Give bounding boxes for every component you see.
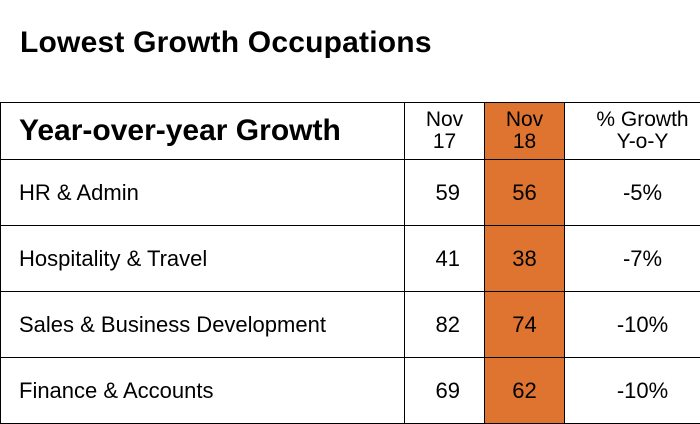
row-growth-value: -7% <box>565 226 700 292</box>
table-header-row: Year-over-year Growth Nov 17 Nov 18 % Gr… <box>1 103 700 160</box>
row-label: Finance & Accounts <box>1 358 405 424</box>
header-growth: % Growth Y-o-Y <box>565 103 700 160</box>
row-nov17-value: 41 <box>405 226 485 292</box>
header-growth-line2: Y-o-Y <box>565 131 700 153</box>
header-nov17-line2: 17 <box>405 131 484 153</box>
header-category: Year-over-year Growth <box>1 103 405 160</box>
header-nov18: Nov 18 <box>485 103 565 160</box>
header-nov18-line1: Nov <box>485 109 564 131</box>
row-nov18-value: 38 <box>485 226 565 292</box>
row-nov17-value: 59 <box>405 160 485 226</box>
row-growth-value: -5% <box>565 160 700 226</box>
page-title: Lowest Growth Occupations <box>20 26 432 60</box>
table-row: Sales & Business Development 82 74 -10% <box>1 292 700 358</box>
table-row: Hospitality & Travel 41 38 -7% <box>1 226 700 292</box>
table-row: HR & Admin 59 56 -5% <box>1 160 700 226</box>
header-nov18-line2: 18 <box>485 131 564 153</box>
row-nov18-value: 62 <box>485 358 565 424</box>
row-nov18-value: 74 <box>485 292 565 358</box>
row-label: Sales & Business Development <box>1 292 405 358</box>
growth-table: Year-over-year Growth Nov 17 Nov 18 % Gr… <box>0 102 700 424</box>
header-nov17-line1: Nov <box>405 109 484 131</box>
table-row: Finance & Accounts 69 62 -10% <box>1 358 700 424</box>
header-nov17: Nov 17 <box>405 103 485 160</box>
row-nov18-value: 56 <box>485 160 565 226</box>
row-label: Hospitality & Travel <box>1 226 405 292</box>
row-label: HR & Admin <box>1 160 405 226</box>
row-nov17-value: 82 <box>405 292 485 358</box>
row-growth-value: -10% <box>565 358 700 424</box>
header-growth-line1: % Growth <box>565 109 700 131</box>
row-growth-value: -10% <box>565 292 700 358</box>
row-nov17-value: 69 <box>405 358 485 424</box>
